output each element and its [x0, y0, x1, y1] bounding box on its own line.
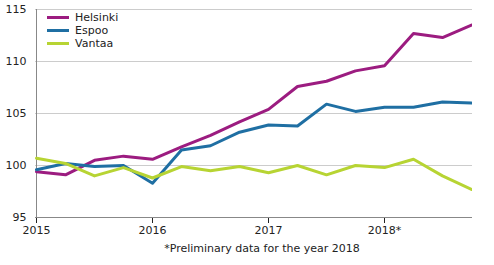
html-text:Vantaa: Vantaa: [75, 37, 114, 50]
html-text:Helsinki: Helsinki: [75, 11, 119, 24]
svg-text:100: 100: [6, 159, 27, 172]
svg-text:95: 95: [13, 211, 27, 224]
svg-text:105: 105: [6, 107, 27, 120]
svg-text:115: 115: [6, 3, 27, 16]
svg-text:2018*: 2018*: [368, 224, 402, 237]
svg-text:2015: 2015: [23, 224, 51, 237]
svg-text:2016: 2016: [139, 224, 167, 237]
svg-text:2017: 2017: [255, 224, 283, 237]
svg-text:110: 110: [6, 55, 27, 68]
html-text:*Preliminary data for the year: *Preliminary data for the year 2018: [164, 242, 360, 255]
html-text:Espoo: Espoo: [75, 24, 109, 37]
